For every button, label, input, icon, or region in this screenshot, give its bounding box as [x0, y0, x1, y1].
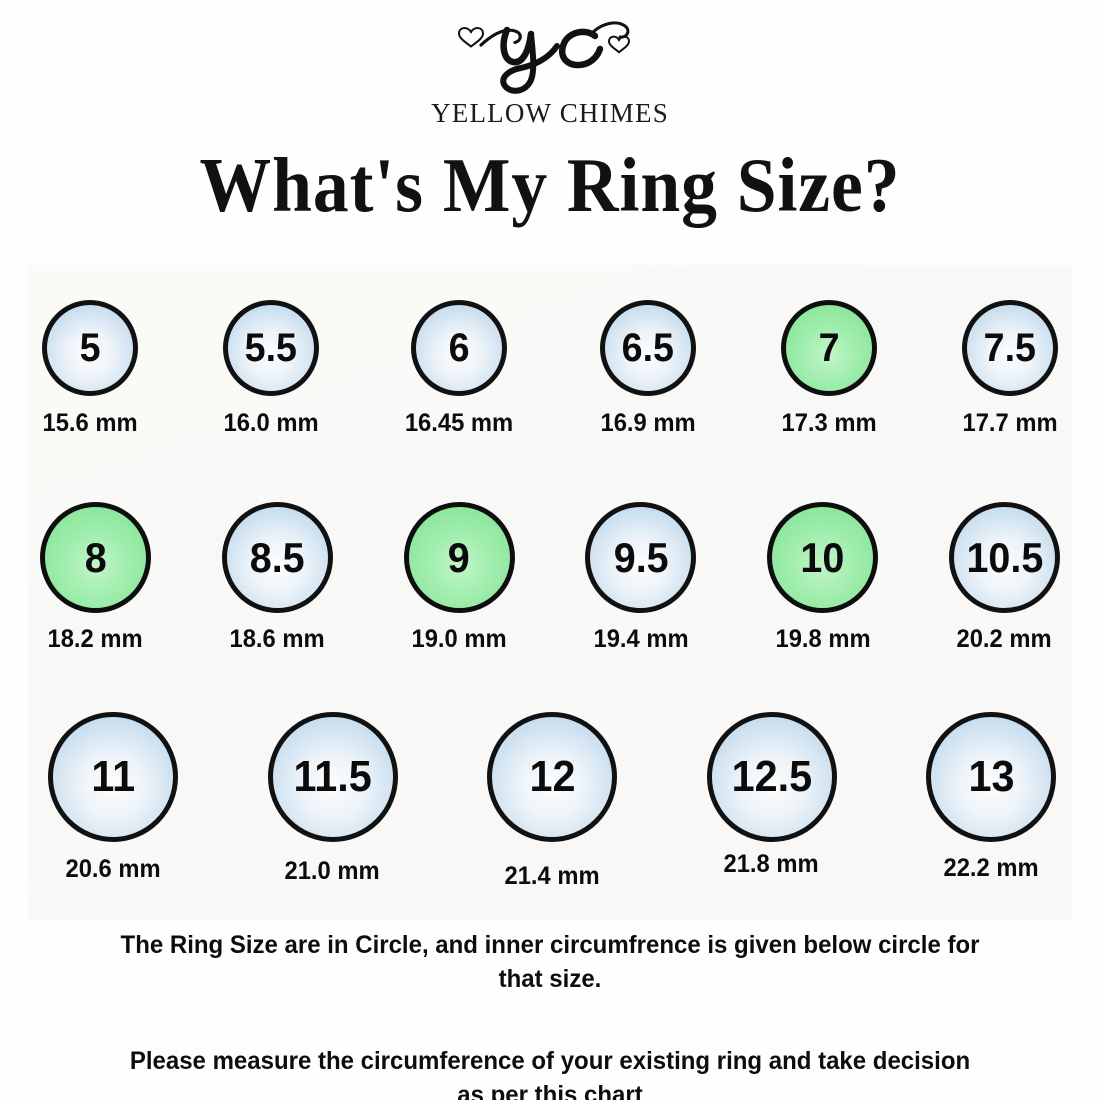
brand-name: YELLOW CHIMES	[431, 98, 669, 128]
footnote-instruction-secondary: Please measure the circumference of your…	[129, 1047, 971, 1100]
footnote-instruction-primary: The Ring Size are in Circle, and inner c…	[120, 931, 980, 993]
ring-size-value: 8	[84, 533, 107, 581]
ring-size-cell[interactable]: 10.5 20.2 mm	[948, 502, 1060, 654]
ring-size-value: 10.5	[966, 533, 1043, 581]
ring-size-circle[interactable]: 5.5	[223, 300, 320, 396]
ring-size-cell[interactable]: 6.5 16.9 mm	[598, 300, 698, 438]
ring-size-cell[interactable]: 9 19.0 mm	[403, 502, 515, 654]
ring-circumference-label: 20.2 mm	[956, 625, 1053, 653]
ring-size-cell[interactable]: 12.5 21.8 mm	[706, 712, 837, 879]
ring-size-value: 11	[91, 752, 135, 801]
ring-size-cell[interactable]: 5.5 16.0 mm	[221, 300, 321, 438]
ring-size-value: 6	[448, 326, 470, 370]
ring-size-cell[interactable]: 8 18.2 mm	[40, 502, 151, 654]
ring-circumference-label: 15.6 mm	[42, 409, 138, 437]
ring-circumference-label: 16.45 mm	[405, 409, 514, 437]
ring-size-value: 9.5	[613, 533, 669, 581]
ring-size-cell[interactable]: 10 19.8 mm	[767, 502, 879, 654]
ring-size-cell[interactable]: 7.5 17.7 mm	[960, 300, 1060, 438]
ring-size-circle[interactable]: 9.5	[585, 502, 697, 613]
ring-size-circle[interactable]: 11.5	[267, 712, 398, 842]
ring-size-value: 13	[967, 752, 1015, 801]
ring-size-value: 12.5	[731, 752, 812, 801]
ring-size-value: 7.5	[983, 326, 1037, 370]
ring-circumference-label: 16.0 mm	[223, 409, 319, 437]
ring-size-value: 6.5	[621, 326, 674, 370]
ring-size-value: 7	[818, 326, 840, 370]
ring-size-row-2: 8 18.2 mm 8.5 18.6 mm 9 19.0 mm 9.5	[40, 502, 1060, 654]
ring-circumference-label: 21.4 mm	[504, 862, 600, 890]
ring-circumference-label: 18.2 mm	[47, 625, 144, 653]
ring-size-row-1: 5 15.6 mm 5.5 16.0 mm 6 16.45 mm 6.5	[40, 300, 1060, 438]
ring-size-circle-highlighted[interactable]: 9	[403, 502, 515, 613]
ring-size-row-3: 11 20.6 mm 11.5 21.0 mm 12 21.4 mm 12.5	[48, 712, 1056, 891]
ring-size-cell[interactable]: 12 21.4 mm	[487, 712, 617, 891]
ring-circumference-label: 18.6 mm	[229, 625, 325, 653]
footnotes-block: The Ring Size are in Circle, and inner c…	[0, 928, 1100, 1100]
ring-size-circle[interactable]: 7.5	[961, 300, 1058, 396]
ring-size-circle[interactable]: 8.5	[221, 502, 333, 613]
ring-size-circle[interactable]: 5	[42, 300, 139, 396]
ring-circumference-label: 19.0 mm	[411, 625, 507, 653]
ring-size-circle-highlighted[interactable]: 7	[780, 300, 877, 396]
brand-block: YELLOW CHIMES	[0, 4, 1100, 129]
page-title: What's My Ring Size?	[199, 142, 901, 228]
ring-size-cell[interactable]: 13 22.2 mm	[926, 712, 1056, 883]
ring-circumference-label: 19.8 mm	[775, 625, 871, 653]
ring-size-circle[interactable]: 12.5	[706, 712, 837, 842]
ring-size-value: 8.5	[249, 533, 305, 581]
ring-size-cell[interactable]: 11 20.6 mm	[48, 712, 178, 884]
ring-size-cell[interactable]: 7 17.3 mm	[779, 300, 879, 438]
ring-circumference-label: 16.9 mm	[600, 409, 696, 437]
ring-size-cell[interactable]: 5 15.6 mm	[40, 300, 140, 438]
ring-size-cell[interactable]: 11.5 21.0 mm	[267, 712, 398, 886]
ring-size-value: 5	[79, 326, 101, 370]
ring-size-circle[interactable]: 11	[48, 712, 178, 842]
ring-circumference-label: 17.3 mm	[781, 409, 877, 437]
ring-size-cell[interactable]: 8.5 18.6 mm	[221, 502, 333, 654]
ring-size-value: 11.5	[293, 752, 372, 801]
ring-circumference-label: 21.0 mm	[284, 857, 381, 885]
ring-size-value: 12	[528, 752, 576, 801]
ring-circumference-label: 17.7 mm	[962, 409, 1058, 437]
ring-circumference-label: 19.4 mm	[593, 625, 689, 653]
ring-circumference-label: 21.8 mm	[723, 850, 820, 878]
ring-circumference-label: 22.2 mm	[943, 854, 1039, 882]
ring-size-value: 5.5	[245, 326, 298, 370]
ring-size-value: 9	[448, 533, 471, 581]
yc-script-monogram-logo-icon	[457, 21, 631, 94]
ring-size-circle-highlighted[interactable]: 10	[767, 502, 879, 613]
ring-size-circle[interactable]: 6	[411, 300, 508, 396]
ring-size-value: 10	[800, 533, 845, 581]
ring-size-circle-highlighted[interactable]: 8	[40, 502, 151, 613]
ring-size-circle[interactable]: 12	[487, 712, 617, 842]
ring-circumference-label: 20.6 mm	[65, 855, 161, 883]
ring-size-circle[interactable]: 13	[926, 712, 1056, 842]
ring-size-cell[interactable]: 9.5 19.4 mm	[585, 502, 697, 654]
ring-size-cell[interactable]: 6 16.45 mm	[402, 300, 516, 438]
ring-size-circle[interactable]: 6.5	[599, 300, 696, 396]
ring-size-circle[interactable]: 10.5	[948, 502, 1060, 613]
